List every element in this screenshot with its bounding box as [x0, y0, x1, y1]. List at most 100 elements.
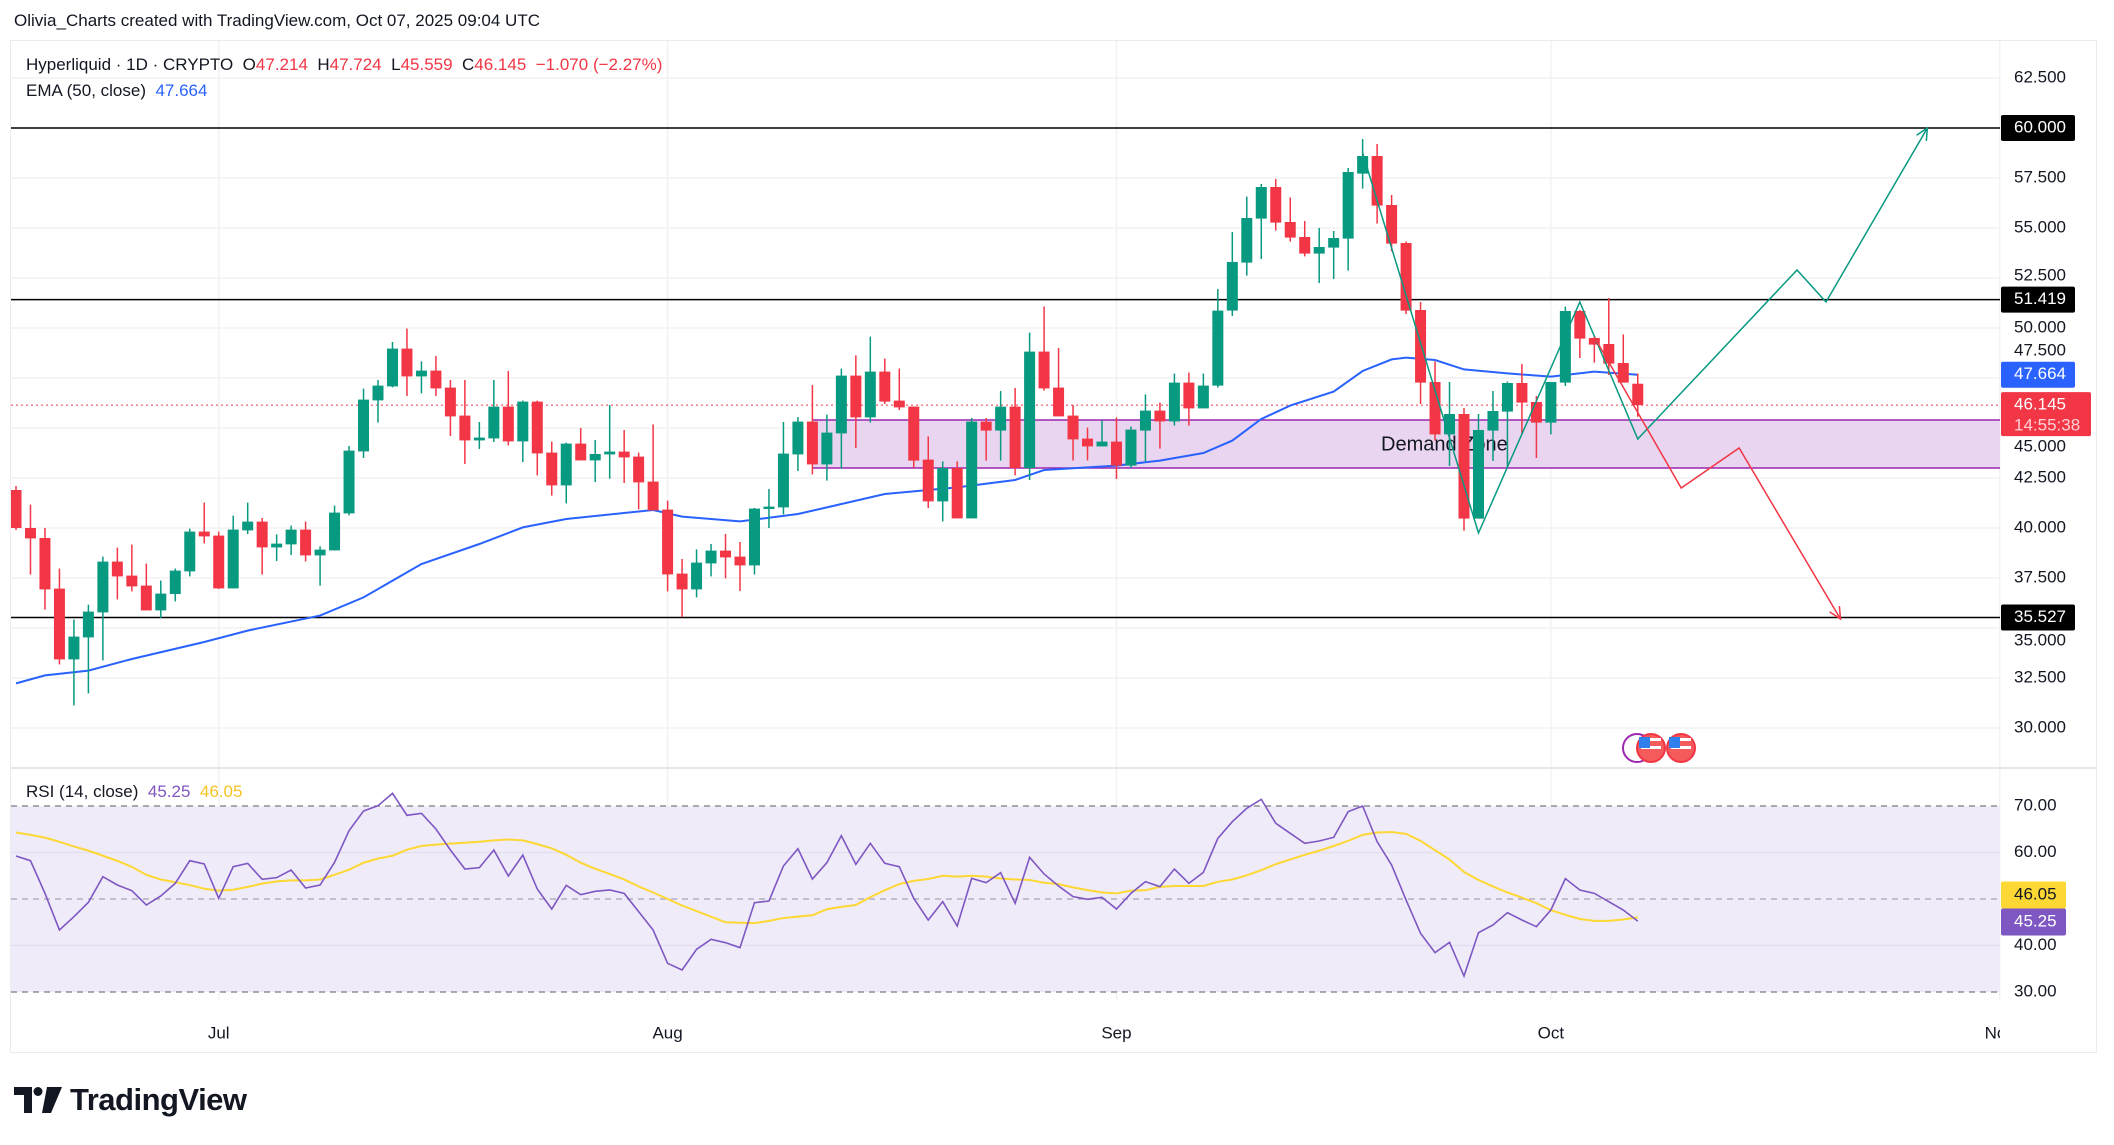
candle-body	[68, 636, 80, 660]
rsi-value: 45.25	[147, 782, 191, 801]
candle-body	[256, 521, 268, 548]
candle-body	[1024, 351, 1036, 468]
rsi-axis-label: 70.00	[2014, 795, 2057, 814]
candle-body	[1067, 415, 1079, 440]
candle-body	[329, 512, 341, 551]
level-price-badge: 60.000	[2001, 115, 2075, 141]
us-flag-event-icon	[1636, 733, 1666, 763]
candle-body	[1400, 243, 1412, 311]
candle	[1588, 336, 1600, 363]
candle-body	[300, 529, 312, 556]
candle	[1053, 348, 1065, 417]
ema-legend-row: EMA (50, close) 47.664	[26, 78, 662, 104]
candle	[618, 430, 630, 483]
candle-body	[1110, 441, 1122, 466]
candle	[1241, 196, 1253, 276]
candle	[1632, 373, 1644, 417]
candle	[329, 505, 341, 551]
candle	[1400, 241, 1412, 314]
last-price-text: 46.145	[2014, 395, 2066, 414]
tradingview-logo[interactable]: TradingView	[14, 1082, 247, 1118]
candle-body	[560, 443, 572, 486]
candle	[850, 355, 862, 448]
candle-body	[1313, 247, 1325, 254]
ema-label[interactable]: EMA (50, close)	[26, 81, 146, 100]
candle	[1313, 228, 1325, 283]
rsi-label[interactable]: RSI (14, close)	[26, 782, 139, 801]
candle-body	[1154, 410, 1166, 422]
candle	[1357, 139, 1369, 189]
candle-body	[705, 550, 717, 564]
tradingview-logo-icon	[14, 1087, 62, 1113]
high-label: H	[317, 55, 330, 74]
candle-body	[343, 450, 355, 514]
candle	[1082, 427, 1094, 461]
candle-body	[169, 570, 181, 594]
candle-body	[358, 399, 370, 452]
candle	[980, 418, 992, 461]
candle	[1458, 408, 1470, 531]
ema-price-badge-text: 47.664	[2014, 364, 2066, 383]
candle-body	[792, 421, 804, 455]
candle-body	[1328, 238, 1340, 248]
flag-canton	[1669, 737, 1680, 748]
candle	[1342, 168, 1354, 271]
level-price-badge-text: 35.527	[2014, 607, 2066, 626]
candle	[198, 502, 210, 544]
candle-body	[1429, 382, 1441, 435]
candle	[386, 342, 398, 388]
close-label: C	[462, 55, 475, 74]
candle-body	[502, 406, 514, 442]
candle	[748, 508, 760, 575]
candle-body	[242, 521, 254, 531]
candle-body	[691, 562, 703, 590]
time-axis-label: Sep	[1101, 1023, 1131, 1042]
candle	[1110, 417, 1122, 479]
candle	[271, 534, 283, 561]
candle-body	[864, 371, 876, 418]
price-axis-label: 55.000	[2014, 217, 2066, 236]
flag-stripe	[1641, 746, 1661, 749]
candle	[1197, 373, 1209, 409]
candle	[1168, 373, 1180, 426]
candle	[285, 525, 297, 555]
candle	[184, 528, 196, 577]
candle	[604, 405, 616, 479]
candle	[126, 544, 138, 592]
candle	[734, 542, 746, 591]
candle-body	[386, 348, 398, 387]
price-axis-label: 35.000	[2014, 630, 2066, 649]
candle-body	[879, 371, 891, 402]
candle-body	[430, 370, 442, 389]
candle-body	[459, 415, 471, 441]
candle-body	[517, 401, 529, 442]
candle	[777, 422, 789, 515]
rsi-legend: RSI (14, close) 45.25 46.05	[26, 782, 242, 802]
candle	[1183, 372, 1195, 426]
candle-body	[531, 401, 543, 454]
low-value: 45.559	[400, 55, 453, 74]
rsi-value-badge: 45.25	[2001, 908, 2066, 936]
candles	[10, 139, 1644, 706]
candle	[1212, 289, 1224, 388]
price-axis-label: 32.500	[2014, 667, 2066, 686]
rsi-ma-badge-bg	[2001, 881, 2066, 909]
candle-body	[1299, 237, 1311, 254]
time-axis-label: Jul	[208, 1023, 230, 1042]
symbol-title[interactable]: Hyperliquid · 1D · CRYPTO	[26, 55, 234, 74]
candle-body	[546, 452, 558, 486]
candle	[691, 549, 703, 598]
candle	[1125, 426, 1137, 468]
candle	[879, 358, 891, 404]
candle-body	[647, 481, 659, 511]
candle-body	[1617, 363, 1629, 383]
candle-body	[1284, 222, 1296, 238]
arrowhead-icon	[1916, 126, 1929, 142]
price-axis-label: 45.000	[2014, 436, 2066, 455]
candle	[546, 441, 558, 496]
candle-body	[1516, 383, 1528, 403]
price-axis-label: 37.500	[2014, 567, 2066, 586]
candle	[864, 336, 876, 423]
tradingview-logo-text: TradingView	[70, 1082, 247, 1117]
